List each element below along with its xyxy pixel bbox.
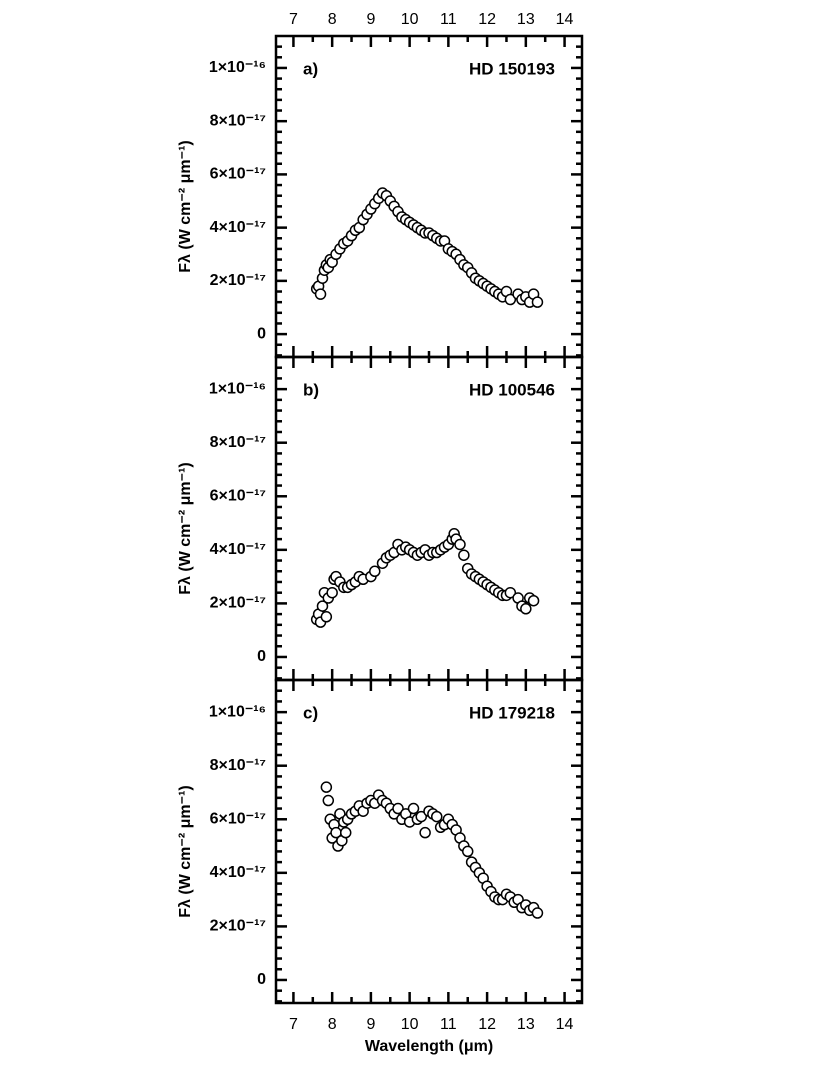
plot-frame [274, 34, 584, 359]
x-tick-label: 11 [440, 11, 457, 28]
data-point [430, 810, 443, 823]
y-tick-label: 6×10⁻¹⁷ [210, 166, 266, 183]
data-point [531, 296, 544, 308]
x-tick-label: 11 [440, 1016, 457, 1033]
x-tick-label: 9 [366, 11, 375, 28]
y-tick-label: 4×10⁻¹⁷ [210, 219, 266, 236]
panel-title: HD 150193 [469, 59, 555, 78]
x-tick-label: 10 [401, 11, 419, 28]
data-point [369, 565, 381, 578]
y-axis-label: Fλ (W cm⁻² μm⁻¹) [177, 140, 194, 272]
x-tick-label: 8 [328, 11, 337, 28]
data-point [531, 907, 544, 919]
y-tick-label: 0 [257, 971, 266, 988]
data-point [527, 594, 540, 607]
x-tick-label: 12 [478, 11, 496, 28]
x-tick-label: 7 [289, 11, 298, 28]
y-tick-label: 2×10⁻¹⁷ [210, 595, 266, 612]
x-tick-label: 14 [556, 11, 574, 28]
x-tick-label: 8 [328, 1016, 337, 1033]
y-tick-label: 6×10⁻¹⁷ [210, 487, 266, 504]
y-tick-label: 8×10⁻¹⁷ [210, 757, 266, 774]
x-tick-label: 12 [478, 1016, 496, 1033]
data-point [458, 549, 470, 561]
y-tick-label: 6×10⁻¹⁷ [210, 810, 266, 827]
data-point [454, 538, 466, 551]
panel-title: HD 100546 [469, 380, 555, 399]
y-tick-label: 4×10⁻¹⁷ [210, 864, 266, 881]
y-tick-label: 1×10⁻¹⁶ [209, 703, 266, 720]
panel-title: HD 179218 [469, 703, 555, 722]
y-tick-label: 8×10⁻¹⁷ [210, 434, 266, 451]
plot-frame [274, 678, 584, 1005]
y-axis-label: Fλ (W cm⁻² μm⁻¹) [177, 462, 194, 594]
data-point [320, 611, 333, 623]
data-point [415, 810, 428, 823]
y-tick-label: 1×10⁻¹⁶ [209, 380, 266, 397]
data-point [504, 586, 517, 599]
data-point [339, 826, 352, 839]
y-tick-label: 8×10⁻¹⁷ [210, 112, 266, 129]
y-tick-label: 0 [257, 648, 266, 665]
data-point [392, 802, 404, 815]
data-point [314, 288, 327, 300]
y-tick-label: 2×10⁻¹⁷ [210, 918, 266, 935]
y-axis-label: Fλ (W cm⁻² μm⁻¹) [177, 785, 194, 917]
y-tick-label: 2×10⁻¹⁷ [210, 272, 266, 289]
data-point [326, 586, 338, 599]
x-tick-label: 13 [517, 1016, 535, 1033]
x-tick-label: 13 [517, 11, 535, 28]
x-tick-label: 7 [289, 1016, 298, 1033]
data-point [461, 845, 474, 858]
data-point [419, 826, 431, 839]
panel-label: a) [303, 59, 318, 78]
data-point [520, 603, 532, 615]
data-point [322, 794, 335, 807]
panel-label: c) [303, 703, 318, 722]
data-point [320, 781, 333, 793]
x-tick-label: 14 [556, 1016, 574, 1033]
plot-frame [274, 355, 584, 682]
y-tick-label: 0 [257, 325, 266, 342]
x-axis-label: Wavelength (μm) [365, 1038, 493, 1055]
data-point [316, 600, 329, 612]
x-tick-label: 9 [366, 1016, 375, 1033]
data-point [504, 293, 517, 306]
y-tick-label: 4×10⁻¹⁷ [210, 541, 266, 558]
x-tick-label: 10 [401, 1016, 419, 1033]
panel-label: b) [303, 380, 319, 399]
data-point [407, 802, 420, 815]
y-tick-label: 1×10⁻¹⁶ [209, 59, 266, 76]
